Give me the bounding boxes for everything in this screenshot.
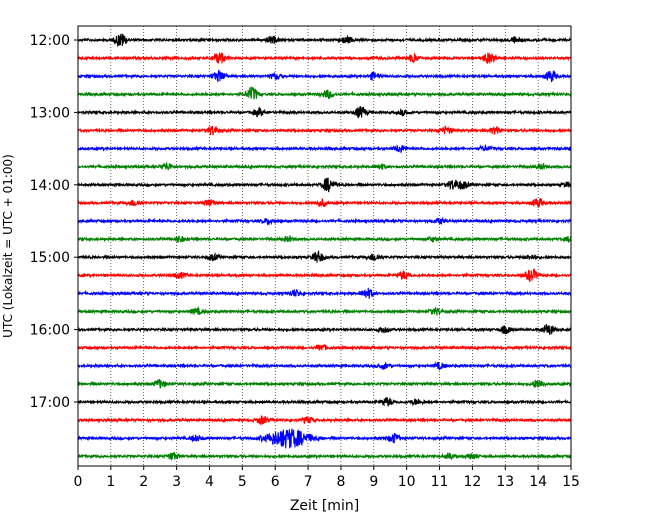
x-tick-label: 12 (463, 474, 481, 490)
x-tick-label: 10 (398, 474, 416, 490)
seismogram-trace (77, 235, 572, 244)
seismogram-trace (77, 197, 572, 208)
y-tick-label: 15:00 (30, 250, 70, 266)
seismogram-trace (77, 250, 572, 263)
y-tick-label: 17:00 (30, 395, 70, 411)
x-tick-label: 1 (106, 474, 115, 490)
y-axis-label: UTC (Lokalzeit = UTC + 01:00) (1, 154, 15, 338)
seismogram-trace (77, 86, 572, 100)
x-tick-label: 4 (205, 474, 214, 490)
x-tick-label: 8 (336, 474, 345, 490)
seismogram-trace (77, 324, 572, 336)
x-axis-ticks: 0 1 2 3 4 5 6 7 8 9 10 11 12 13 14 15 (74, 466, 580, 490)
seismogram-trace (77, 268, 572, 283)
seismogram-trace (77, 428, 572, 449)
plot-frame (77, 25, 572, 467)
x-tick-label: 3 (172, 474, 181, 490)
x-tick-label: 6 (271, 474, 280, 490)
y-tick-label: 14:00 (30, 178, 70, 194)
seismogram-trace (77, 105, 572, 119)
y-axis-ticks: 12:00 13:00 14:00 15:00 16:00 17:00 (30, 33, 78, 411)
seismogram-trace (77, 396, 572, 407)
trace-layer (77, 33, 572, 461)
seismogram-trace (77, 143, 572, 154)
y-tick-label: 12:00 (30, 33, 70, 49)
seismogram-trace (77, 343, 572, 351)
seismogram-trace (77, 378, 572, 389)
seismogram-trace (77, 33, 572, 48)
seismogram-trace (77, 287, 572, 299)
x-tick-label: 7 (304, 474, 313, 490)
y-tick-label: 16:00 (30, 323, 70, 339)
seismogram-trace (77, 414, 572, 426)
seismogram-trace (77, 51, 572, 64)
grid-lines (110, 26, 539, 466)
seismogram-trace (77, 124, 572, 136)
seismogram-trace (77, 361, 572, 371)
x-tick-label: 2 (139, 474, 148, 490)
seismogram-trace (77, 161, 572, 171)
y-tick-label: 13:00 (30, 105, 70, 121)
x-tick-label: 13 (496, 474, 514, 490)
seismogram-trace (77, 177, 572, 193)
seismogram-trace (77, 451, 572, 461)
seismogram-trace (77, 69, 572, 83)
x-tick-label: 5 (238, 474, 247, 490)
x-tick-label: 0 (74, 474, 83, 490)
x-tick-label: 15 (562, 474, 580, 490)
seismogram-trace (77, 216, 572, 226)
x-tick-label: 14 (529, 474, 547, 490)
x-axis-label: Zeit [min] (290, 498, 359, 514)
seismogram-trace (77, 306, 572, 317)
x-tick-label: 9 (369, 474, 378, 490)
x-tick-label: 11 (431, 474, 449, 490)
